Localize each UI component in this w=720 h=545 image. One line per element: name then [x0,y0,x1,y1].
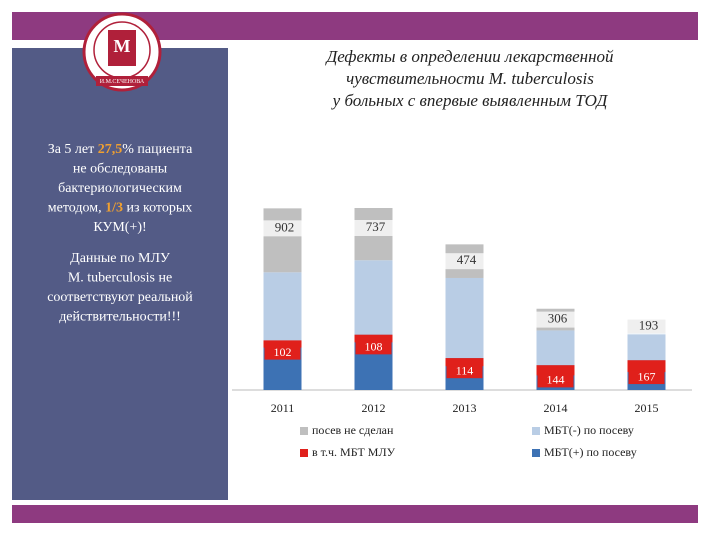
label-box [355,340,392,355]
left-panel [12,48,228,500]
label-box [353,220,394,236]
label-box [628,370,665,385]
data-label: 306 [548,311,568,326]
data-label: 144 [547,373,565,387]
bar-segment [354,260,393,335]
panel-text: % пациента [122,142,193,157]
x-tick-label: 2011 [271,401,295,415]
x-tick-label: 2012 [362,401,386,415]
panel-line: методом, 1/3 из которых [48,201,193,216]
data-label: 102 [274,345,292,359]
panel-line: За 5 лет 27,5% пациента [48,142,193,157]
logo-shield [108,30,136,66]
panel-line: бактериологическим [58,181,182,196]
data-label: 114 [456,363,474,377]
bar-subset [536,365,575,376]
title-line: Дефекты в определении лекарственной [324,47,614,66]
legend-swatch [300,449,308,457]
logo-text: И.М.СЕЧЕНОВА [100,79,145,85]
chart-title: Дефекты в определении лекарственной чувст… [324,47,614,110]
bar-segment [445,277,484,359]
logo-ribbon [96,76,148,86]
legend-swatch [532,449,540,457]
panel-text: За 5 лет [48,142,98,157]
legend-label: посев не сделан [312,423,394,437]
bar-subset [627,360,666,373]
bar-subset [445,358,484,367]
panel-text: не обследованы [73,162,168,177]
legend-label: в т.ч. МБТ МЛУ [312,445,396,459]
bar-subset [354,334,393,343]
x-tick-label: 2013 [453,401,477,415]
label-box [537,373,574,388]
logo: M И.М.СЕЧЕНОВА [82,12,162,92]
bar-segment [263,272,302,341]
panel-text: бактериологическим [58,181,182,196]
panel-text: из которых [123,201,192,216]
left-text: За 5 лет 27,5% пациента не обследованы бак… [47,142,193,325]
label-box [446,364,483,379]
x-tick-label: 2014 [544,401,568,415]
bottom-band [12,505,698,523]
legend-label: МБТ(-) по посеву [544,423,634,437]
legend-label: МБТ(+) по посеву [544,445,637,459]
title-line: у больных с впервые выявленным ТОД [331,91,609,110]
data-label: 474 [457,252,477,267]
data-label: 108 [365,340,383,354]
panel-line: соответствуют реальной [47,290,193,305]
label-box [535,311,576,328]
label-box [444,253,485,270]
title-line: чувствительности M. tuberculosis [346,69,594,88]
legend-swatch [300,427,308,435]
x-tick-label: 2015 [635,401,659,415]
bar-segment [263,208,302,273]
logo-mark: M [114,36,131,56]
panel-line: Данные по МЛУ [70,251,170,266]
panel-line: действительности!!! [59,310,181,325]
data-label: 737 [366,219,386,234]
bar-segment [536,330,575,366]
label-box [264,345,301,360]
panel-line: не обследованы [73,162,168,177]
bar-segment [627,333,666,361]
chart: 102 902 2011 108 737 2012 114 474 2013 144 306 2014… [232,208,692,459]
panel-line: КУМ(+)! [93,220,146,235]
legend-swatch [532,427,540,435]
label-box [626,318,667,335]
panel-text: методом, [48,201,105,216]
data-label: 167 [638,369,656,383]
label-box [262,220,303,237]
data-label: 193 [639,317,659,332]
bar-subset [263,340,302,348]
data-label: 902 [275,219,295,234]
panel-text: КУМ(+)! [93,220,146,235]
panel-line: M. tuberculosis не [68,271,172,286]
highlight: 27,5 [98,142,123,157]
highlight: 1/3 [105,201,123,216]
